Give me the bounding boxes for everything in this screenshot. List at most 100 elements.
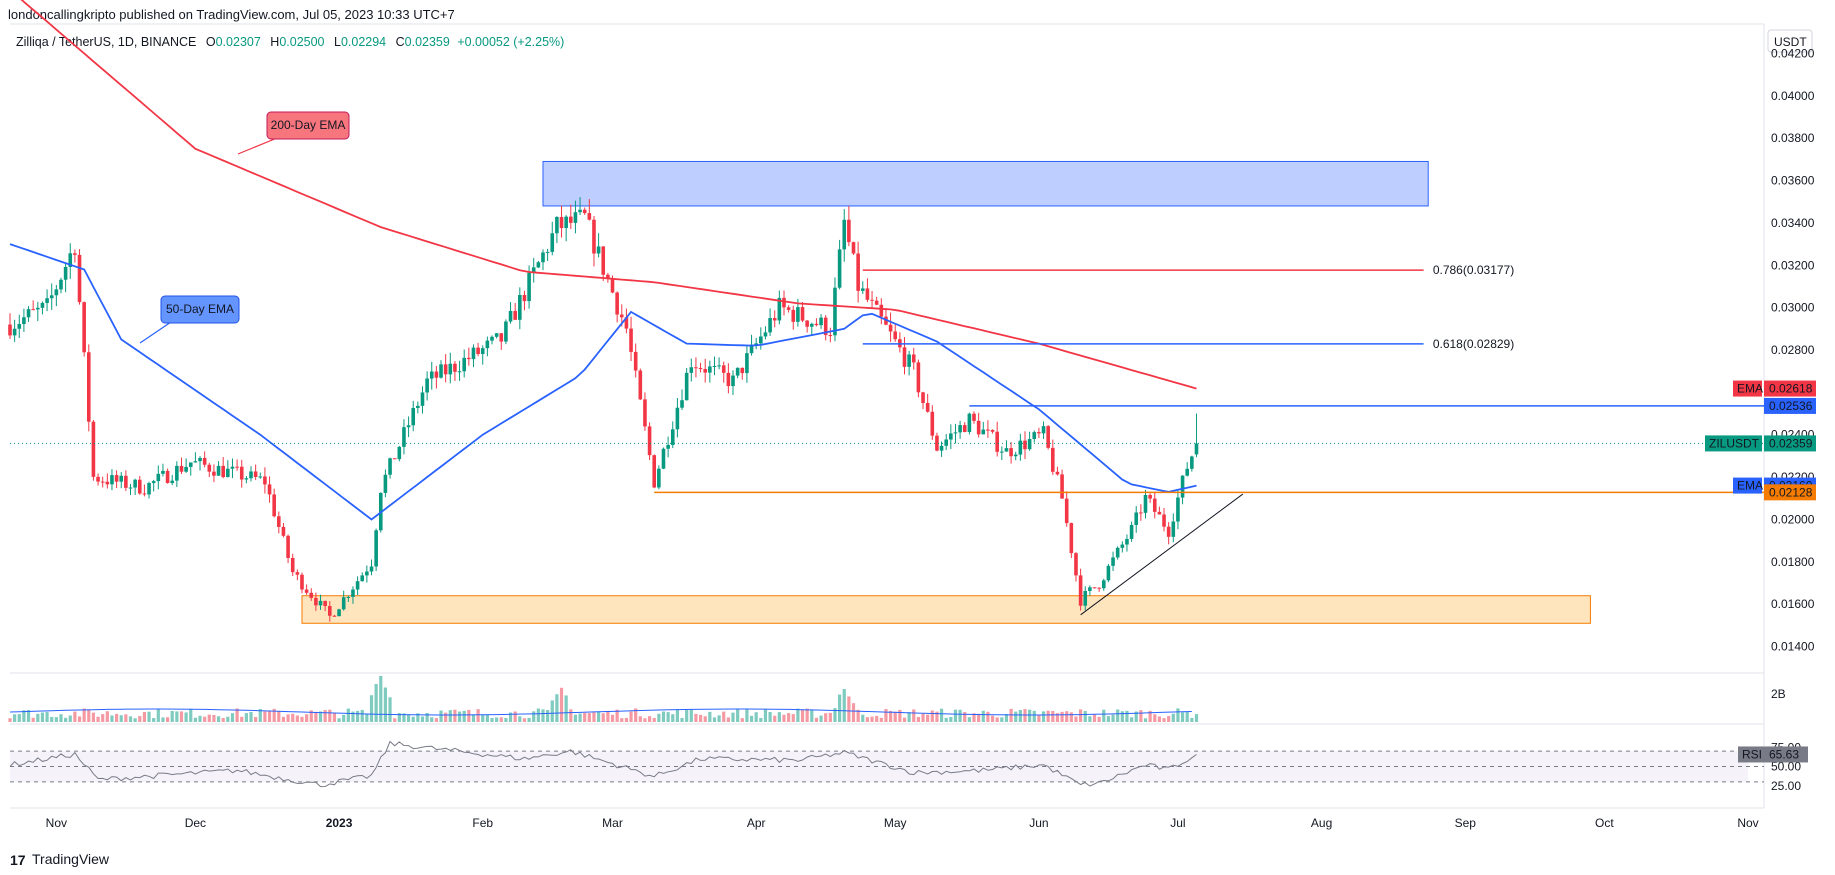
candle-body[interactable] xyxy=(587,213,592,220)
candle-body[interactable] xyxy=(568,216,573,223)
candle-body[interactable] xyxy=(828,335,833,337)
candle-body[interactable] xyxy=(865,288,870,300)
candle-body[interactable] xyxy=(91,421,96,477)
candle-body[interactable] xyxy=(643,399,647,427)
candle-body[interactable] xyxy=(230,466,235,469)
candle-body[interactable] xyxy=(596,246,601,254)
candle-body[interactable] xyxy=(749,344,754,354)
candle-body[interactable] xyxy=(147,483,151,495)
candle-body[interactable] xyxy=(100,481,105,483)
candle-body[interactable] xyxy=(935,435,939,451)
candle-body[interactable] xyxy=(916,362,921,393)
candle-body[interactable] xyxy=(768,318,772,333)
candle-body[interactable] xyxy=(1037,432,1041,434)
candle-body[interactable] xyxy=(1032,432,1037,440)
candle-body[interactable] xyxy=(578,209,582,213)
candle-body[interactable] xyxy=(657,468,661,488)
candle-body[interactable] xyxy=(508,310,513,322)
candle-body[interactable] xyxy=(416,405,420,408)
candle-body[interactable] xyxy=(188,462,193,467)
candle-body[interactable] xyxy=(318,600,323,606)
candle-body[interactable] xyxy=(49,295,54,299)
candle-body[interactable] xyxy=(888,324,893,332)
ema-50-line[interactable] xyxy=(9,243,1197,521)
candle-body[interactable] xyxy=(879,304,884,317)
candle-body[interactable] xyxy=(786,307,791,310)
candle-body[interactable] xyxy=(1018,440,1023,455)
candle-body[interactable] xyxy=(981,429,986,435)
candle-body[interactable] xyxy=(1190,456,1194,469)
candle-body[interactable] xyxy=(96,476,100,482)
candle-body[interactable] xyxy=(249,471,253,479)
candle-body[interactable] xyxy=(453,363,457,372)
candle-body[interactable] xyxy=(221,465,225,478)
candle-body[interactable] xyxy=(448,363,453,375)
candle-body[interactable] xyxy=(689,367,694,373)
candle-body[interactable] xyxy=(263,476,267,485)
candle-body[interactable] xyxy=(944,439,949,446)
candle-body[interactable] xyxy=(392,458,397,460)
candle-body[interactable] xyxy=(124,475,128,488)
candle-body[interactable] xyxy=(564,216,568,229)
candle-body[interactable] xyxy=(847,219,851,243)
candle-body[interactable] xyxy=(402,427,406,447)
currency-box[interactable] xyxy=(1767,29,1813,53)
candle-body[interactable] xyxy=(809,323,814,327)
candle-body[interactable] xyxy=(1111,557,1115,566)
candle-body[interactable] xyxy=(939,445,944,451)
candle-body[interactable] xyxy=(860,288,865,291)
candle-body[interactable] xyxy=(105,481,110,485)
candle-body[interactable] xyxy=(314,597,318,606)
candle-body[interactable] xyxy=(740,367,745,374)
candle-body[interactable] xyxy=(369,566,374,572)
candle-body[interactable] xyxy=(1088,587,1092,591)
candle-body[interactable] xyxy=(958,425,962,433)
candle-body[interactable] xyxy=(1106,565,1111,581)
candle-body[interactable] xyxy=(226,468,230,478)
candle-body[interactable] xyxy=(550,233,555,252)
candle-body[interactable] xyxy=(272,494,276,517)
candle-body[interactable] xyxy=(573,212,578,223)
candle-body[interactable] xyxy=(545,251,550,253)
candle-body[interactable] xyxy=(1064,498,1069,524)
candle-body[interactable] xyxy=(22,317,26,325)
candle-body[interactable] xyxy=(462,357,466,372)
ema50-callout-box[interactable] xyxy=(160,295,240,324)
candle-body[interactable] xyxy=(675,407,680,430)
candle-body[interactable] xyxy=(726,372,731,387)
candle-body[interactable] xyxy=(684,372,689,401)
candle-body[interactable] xyxy=(36,307,40,310)
candle-body[interactable] xyxy=(110,475,114,485)
candle-body[interactable] xyxy=(638,370,643,400)
candle-body[interactable] xyxy=(1078,575,1083,606)
candle-body[interactable] xyxy=(258,476,263,478)
candle-body[interactable] xyxy=(295,572,300,575)
candle-body[interactable] xyxy=(754,343,758,345)
candle-body[interactable] xyxy=(45,298,49,303)
candle-body[interactable] xyxy=(397,446,402,460)
candle-body[interactable] xyxy=(54,289,59,296)
candle-body[interactable] xyxy=(1120,544,1125,548)
candle-body[interactable] xyxy=(962,425,967,432)
candle-body[interactable] xyxy=(161,470,165,474)
rsi-line[interactable] xyxy=(9,740,1197,788)
candle-body[interactable] xyxy=(170,480,175,484)
candle-body[interactable] xyxy=(1023,440,1027,450)
candle-body[interactable] xyxy=(925,402,930,412)
candle-body[interactable] xyxy=(870,299,874,301)
candle-body[interactable] xyxy=(796,307,800,322)
candle-body[interactable] xyxy=(1176,497,1180,522)
candle-body[interactable] xyxy=(837,249,842,288)
candle-body[interactable] xyxy=(791,309,796,322)
candle-body[interactable] xyxy=(406,425,411,428)
candle-body[interactable] xyxy=(823,317,828,336)
candle-body[interactable] xyxy=(990,430,995,432)
candle-body[interactable] xyxy=(949,433,953,440)
candle-body[interactable] xyxy=(341,597,346,610)
candle-body[interactable] xyxy=(1083,590,1088,606)
candle-body[interactable] xyxy=(522,294,527,302)
candle-body[interactable] xyxy=(972,413,976,421)
candle-body[interactable] xyxy=(819,317,823,326)
candle-body[interactable] xyxy=(763,332,768,337)
candle-body[interactable] xyxy=(1055,471,1060,475)
